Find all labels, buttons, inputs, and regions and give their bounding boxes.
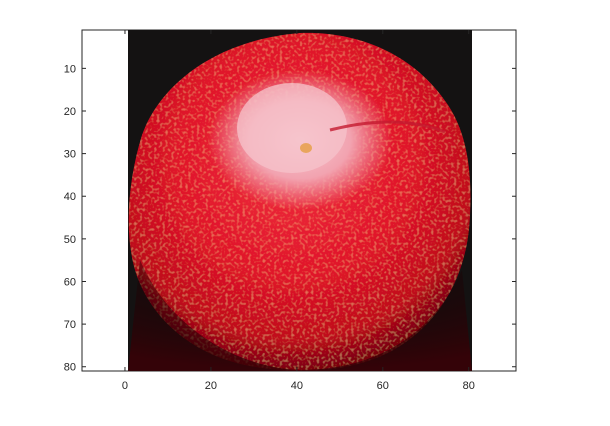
y-tick-label: 70 — [64, 319, 76, 331]
apple-highlight-core — [237, 83, 347, 173]
x-tick-label: 40 — [291, 380, 303, 392]
y-tick-label: 20 — [64, 106, 76, 118]
y-tick-label: 30 — [64, 149, 76, 161]
apple-image — [128, 30, 472, 371]
apple-crease — [329, 120, 446, 134]
apple-stem-spot — [300, 143, 312, 153]
x-axis: 0 20 40 60 80 — [122, 30, 475, 392]
x-tick-label: 0 — [122, 380, 128, 392]
x-tick-label: 80 — [463, 380, 475, 392]
y-tick-label: 10 — [64, 63, 76, 75]
y-tick-label: 80 — [64, 362, 76, 374]
apple-bottom-shade — [128, 260, 472, 371]
y-tick-label: 40 — [64, 191, 76, 203]
x-tick-label: 20 — [205, 380, 217, 392]
y-axis: 10 20 30 40 50 60 70 80 — [64, 63, 516, 374]
y-tick-label: 50 — [64, 234, 76, 246]
y-tick-label: 60 — [64, 276, 76, 288]
x-tick-label: 60 — [377, 380, 389, 392]
